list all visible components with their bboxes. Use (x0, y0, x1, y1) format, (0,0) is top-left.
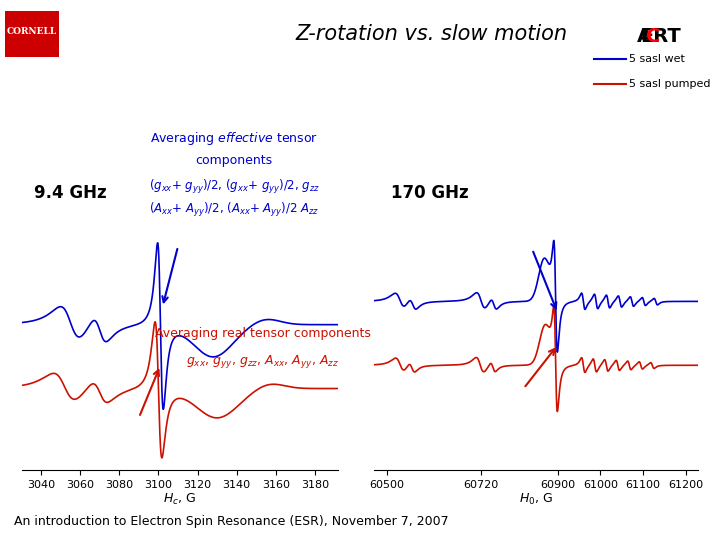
Text: CORNELL: CORNELL (7, 27, 57, 36)
Text: $(A_{xx}$+ $A_{yy})/2$, $(A_{xx}$+ $A_{yy})/2$ $A_{zz}$: $(A_{xx}$+ $A_{yy})/2$, $(A_{xx}$+ $A_{y… (149, 201, 319, 219)
Text: 9.4 GHz: 9.4 GHz (35, 184, 107, 201)
X-axis label: $H_0$, G: $H_0$, G (519, 492, 554, 508)
Text: 170 GHz: 170 GHz (391, 184, 468, 201)
X-axis label: $H_c$, G: $H_c$, G (163, 492, 197, 508)
Text: ERT: ERT (641, 27, 681, 46)
Text: Averaging real tensor components: Averaging real tensor components (155, 327, 371, 340)
Text: An introduction to Electron Spin Resonance (ESR), November 7, 2007: An introduction to Electron Spin Resonan… (14, 515, 449, 528)
Text: C: C (646, 27, 660, 46)
Text: A: A (636, 27, 652, 46)
Text: Z-rotation vs. slow motion: Z-rotation vs. slow motion (296, 24, 568, 44)
Text: 5 sasl pumped: 5 sasl pumped (629, 79, 710, 89)
Text: $g_{xx}$, $g_{yy}$, $g_{zz}$, $A_{xx}$, $A_{yy}$, $A_{zz}$: $g_{xx}$, $g_{yy}$, $g_{zz}$, $A_{xx}$, … (186, 353, 339, 369)
Text: 5 sasl wet: 5 sasl wet (629, 55, 685, 64)
Text: $(g_{xx}$+ $g_{yy})/2$, $(g_{xx}$+ $g_{yy})/2$, $g_{zz}$: $(g_{xx}$+ $g_{yy})/2$, $(g_{xx}$+ $g_{y… (148, 178, 320, 196)
Text: components: components (195, 154, 273, 167)
Text: Averaging $\it{effective}$ tensor: Averaging $\it{effective}$ tensor (150, 130, 318, 146)
